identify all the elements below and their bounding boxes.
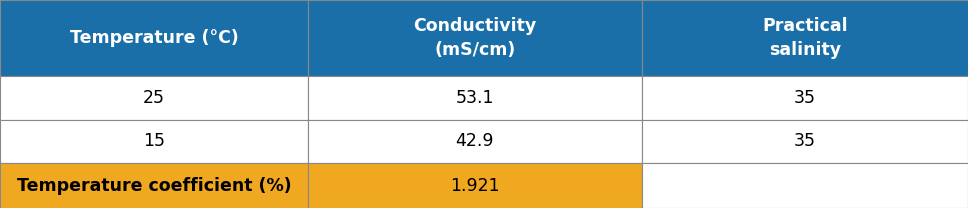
- Bar: [0, 0, 308, 76]
- Text: 25: 25: [143, 89, 165, 107]
- Bar: [0, 163, 308, 208]
- Bar: [642, 76, 968, 120]
- Bar: [642, 120, 968, 163]
- Bar: [308, 163, 642, 208]
- Bar: [642, 0, 968, 76]
- Text: Practical
salinity: Practical salinity: [762, 17, 848, 59]
- Bar: [308, 120, 642, 163]
- Bar: [0, 76, 308, 120]
- Text: 1.921: 1.921: [450, 177, 499, 195]
- Bar: [0, 120, 308, 163]
- Text: 42.9: 42.9: [456, 132, 494, 150]
- Bar: [308, 76, 642, 120]
- Text: 35: 35: [794, 132, 816, 150]
- Text: 53.1: 53.1: [456, 89, 494, 107]
- Text: 35: 35: [794, 89, 816, 107]
- Bar: [642, 163, 968, 208]
- Text: Conductivity
(mS/cm): Conductivity (mS/cm): [413, 17, 536, 59]
- Bar: [308, 0, 642, 76]
- Text: 15: 15: [143, 132, 165, 150]
- Text: Temperature (°C): Temperature (°C): [70, 29, 238, 47]
- Text: Temperature coefficient (%): Temperature coefficient (%): [16, 177, 291, 195]
